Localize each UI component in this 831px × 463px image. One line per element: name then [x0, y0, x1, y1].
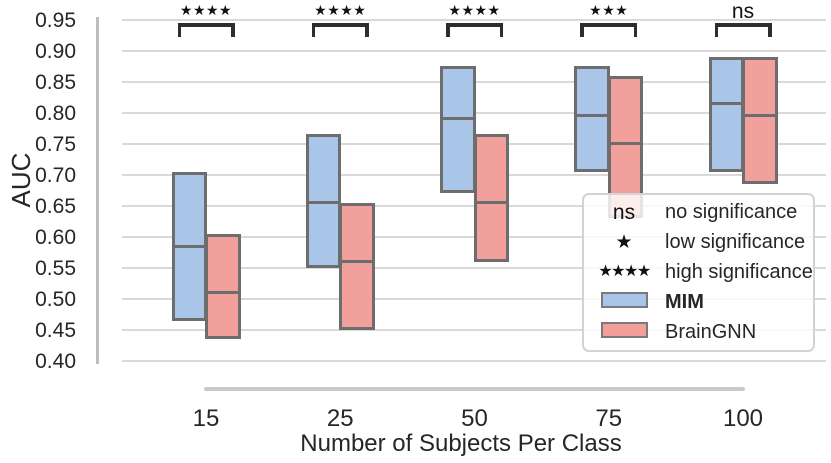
box-mim-25 — [305, 134, 342, 268]
significance-bracket-cap — [768, 23, 772, 37]
gridline — [122, 359, 826, 362]
y-axis-spine — [96, 16, 99, 364]
median-mim-15 — [171, 244, 207, 248]
significance-bracket — [446, 23, 503, 27]
gridline — [122, 297, 826, 300]
y-axis-label: AUC — [6, 152, 36, 208]
legend-item-label: no significance — [665, 201, 798, 224]
legend-item-label: BrainGNN — [665, 320, 757, 343]
x-tick-label: 50 — [461, 405, 488, 432]
y-tick-label: 0.45 — [35, 318, 76, 342]
legend-swatch-box — [600, 322, 648, 339]
legend-item-label: low significance — [665, 231, 806, 254]
y-tick-label: 0.70 — [35, 163, 76, 187]
box-braingnn-50 — [473, 134, 509, 262]
significance-bracket — [580, 23, 638, 27]
x-axis-label: Number of Subjects Per Class — [300, 430, 622, 457]
significance-bracket — [311, 23, 369, 27]
significance-bracket — [714, 23, 772, 27]
legend-item-mim: MIM — [590, 288, 807, 316]
significance-bracket-cap — [177, 23, 181, 37]
significance-bracket-cap — [580, 23, 584, 37]
y-tick-label: 0.75 — [35, 132, 76, 156]
significance-bracket — [177, 23, 235, 27]
significance-bracket-cap — [365, 23, 369, 37]
y-tick-label: 0.60 — [35, 225, 76, 249]
box-braingnn-25 — [339, 202, 375, 330]
significance-bracket-cap — [231, 23, 235, 37]
legend-swatch-box — [600, 292, 648, 309]
median-braingnn-75 — [607, 142, 644, 146]
significance-label: ★★★★ — [448, 2, 501, 18]
significance-label: ns — [731, 0, 755, 23]
significance-bracket-cap — [633, 23, 638, 37]
y-tick-label: 0.80 — [35, 101, 76, 125]
legend-item-braingnn: BrainGNN — [590, 318, 807, 346]
significance-label: ★★★★ — [179, 2, 233, 18]
significance-label: ★★★ — [589, 2, 629, 18]
star-icon: ★ — [615, 232, 633, 254]
box-braingnn-15 — [205, 233, 241, 340]
x-tick-label: 15 — [192, 405, 220, 432]
median-braingnn-25 — [339, 260, 375, 264]
y-tick-label: 0.90 — [35, 39, 76, 63]
x-tick-label: 75 — [595, 405, 623, 432]
median-mim-75 — [574, 114, 610, 118]
median-braingnn-50 — [473, 201, 509, 205]
y-tick-label: 0.50 — [35, 287, 76, 311]
significance-label: ★★★★ — [314, 2, 367, 18]
median-braingnn-100 — [742, 114, 778, 118]
box-mim-75 — [574, 66, 610, 172]
legend-item-label: high significance — [665, 260, 813, 283]
legend-item-label: MIM — [665, 290, 704, 313]
median-mim-50 — [440, 117, 476, 121]
x-axis-line — [204, 387, 745, 391]
gridline — [122, 266, 826, 269]
legend-swatch-mim — [590, 292, 658, 312]
legend-item-low-significance: ★ low significance — [590, 229, 807, 257]
gridline — [122, 18, 826, 21]
y-tick-label: 0.85 — [35, 70, 76, 94]
median-braingnn-15 — [205, 291, 241, 295]
significance-bracket-cap — [446, 23, 450, 37]
y-tick-label: 0.65 — [35, 194, 76, 218]
box-mim-50 — [440, 66, 476, 194]
significance-bracket-cap — [499, 23, 503, 37]
legend-ns-symbol: ns — [612, 201, 636, 225]
legend: ns no significance ★ low significance ★★★★ hi… — [582, 193, 815, 352]
x-tick-label: 25 — [326, 405, 354, 432]
significance-bracket-cap — [311, 23, 316, 37]
y-tick-label: 0.40 — [35, 349, 76, 373]
star-icon: ★★★★ — [598, 263, 651, 281]
y-tick-label: 0.55 — [35, 256, 76, 280]
legend-item-no-significance: ns no significance — [590, 199, 807, 227]
significance-bracket-cap — [714, 23, 718, 37]
x-tick-label: 100 — [722, 405, 764, 432]
gridline — [122, 328, 826, 331]
legend-swatch-braingnn — [590, 322, 658, 342]
median-mim-100 — [708, 101, 744, 105]
y-tick-label: 0.95 — [35, 8, 76, 32]
median-mim-25 — [305, 201, 342, 205]
gridline — [122, 49, 826, 52]
legend-item-high-significance: ★★★★ high significance — [590, 258, 813, 286]
box-mim-100 — [708, 56, 744, 172]
box-braingnn-100 — [742, 56, 778, 185]
